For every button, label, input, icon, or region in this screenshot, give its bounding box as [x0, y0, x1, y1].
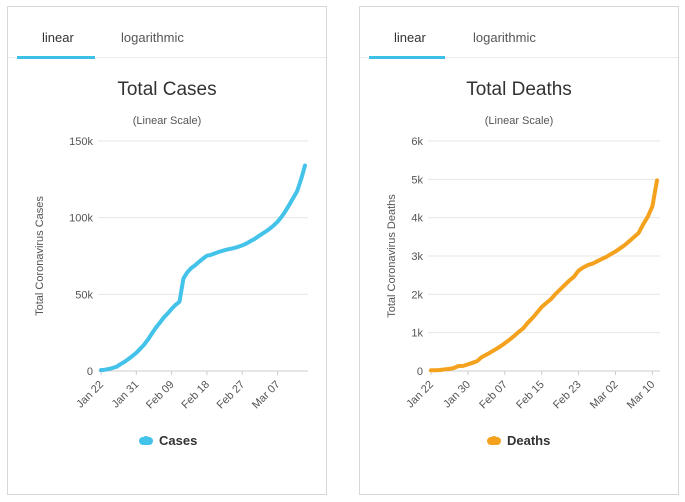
scale-tabs: linear logarithmic [360, 7, 678, 58]
scale-tabs: linear logarithmic [8, 7, 326, 58]
x-tick-label: Feb 23 [551, 379, 584, 412]
y-tick-label: 50k [75, 289, 93, 301]
legend[interactable]: Deaths [487, 433, 550, 448]
series-line-deaths [429, 178, 659, 373]
chart-title: Total Cases [117, 79, 216, 100]
y-tick-label: 0 [87, 366, 93, 378]
y-tick-label: 2k [411, 289, 423, 301]
tab-linear[interactable]: linear [42, 30, 74, 45]
x-tick-label: Feb 07 [477, 379, 510, 412]
deaths-line-chart: Total Deaths (Linear Scale) 0 1k 2k 3k 4k 5k 6k T… [386, 79, 660, 412]
x-tick-label: Jan 31 [110, 379, 142, 411]
x-tick-label: Feb 09 [144, 379, 177, 412]
y-axis-title: Total Coronavirus Cases [34, 196, 46, 316]
x-tick-label: Mar 10 [625, 379, 658, 412]
legend-swatch [487, 435, 501, 445]
y-tick-label: 0 [417, 366, 423, 378]
y-tick-label: 3k [411, 251, 423, 263]
deaths-chart-panel: linear logarithmic Total Deaths (Linear S… [359, 6, 679, 495]
x-tick-label: Feb 18 [179, 379, 212, 412]
chart-subtitle: (Linear Scale) [133, 115, 201, 127]
active-tab-indicator [369, 56, 445, 59]
chart-title: Total Deaths [466, 79, 572, 100]
y-tick-label: 5k [411, 174, 423, 186]
legend-label: Deaths [507, 433, 551, 448]
cases-line-chart: Total Cases (Linear Scale) 0 50k 100k 150k Tot… [34, 79, 308, 412]
x-tick-label: Feb 15 [514, 379, 547, 412]
y-tick-label: 150k [69, 136, 93, 148]
series-line-cases [99, 163, 307, 373]
chart-subtitle: (Linear Scale) [485, 115, 553, 127]
legend-swatch [139, 435, 153, 445]
x-tick-label: Mar 02 [588, 379, 621, 412]
legend[interactable]: Cases [139, 433, 197, 448]
x-tick-label: Mar 07 [250, 379, 283, 412]
y-tick-label: 6k [411, 136, 423, 148]
tab-linear[interactable]: linear [394, 30, 426, 45]
y-tick-label: 4k [411, 213, 423, 225]
tab-logarithmic[interactable]: logarithmic [473, 30, 536, 45]
x-tick-label: Jan 22 [404, 379, 436, 411]
x-tick-label: Feb 27 [215, 379, 248, 412]
y-tick-label: 100k [69, 213, 93, 225]
y-axis-title: Total Coronavirus Deaths [386, 194, 398, 318]
y-tick-label: 1k [411, 328, 423, 340]
active-tab-indicator [17, 56, 95, 59]
x-tick-label: Jan 30 [441, 379, 473, 411]
legend-label: Cases [159, 433, 198, 448]
cases-chart-panel: linear logarithmic Total Cases (Linear Sc… [7, 6, 327, 495]
tab-logarithmic[interactable]: logarithmic [121, 30, 184, 45]
x-tick-label: Jan 22 [74, 379, 106, 411]
